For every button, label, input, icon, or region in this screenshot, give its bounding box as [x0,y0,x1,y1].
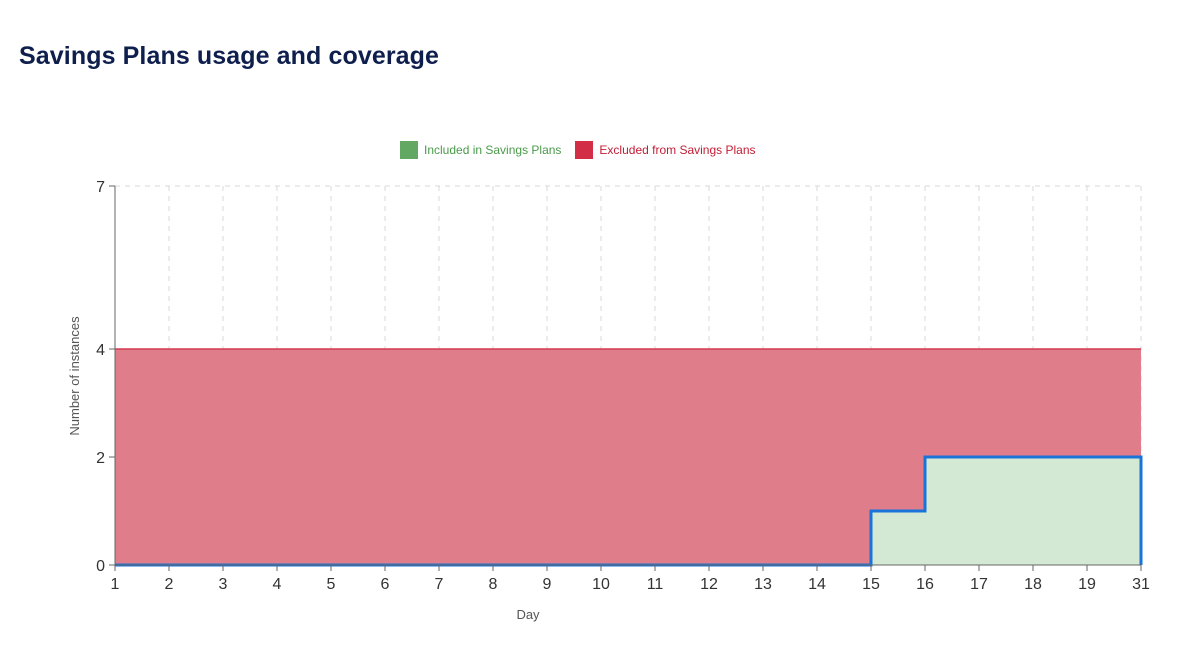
legend-item-excluded[interactable]: Excluded from Savings Plans [575,141,756,159]
x-tick-label: 1 [111,576,120,593]
y-tick-label: 7 [96,179,105,196]
x-tick-label: 9 [543,576,552,593]
x-tick-label: 17 [970,576,988,593]
legend-item-included[interactable]: Included in Savings Plans [400,141,561,159]
y-tick-label: 4 [96,342,105,359]
page-title: Savings Plans usage and coverage [19,42,440,70]
y-tick-label: 0 [96,558,105,575]
x-axis-title: Day [516,607,540,622]
x-tick-label: 19 [1078,576,1096,593]
x-tick-label: 15 [862,576,880,593]
x-tick-label: 31 [1132,576,1150,593]
x-tick-label: 13 [754,576,772,593]
x-tick-label: 2 [165,576,174,593]
x-tick-label: 10 [592,576,610,593]
x-tick-label: 8 [489,576,498,593]
legend-label-excluded: Excluded from Savings Plans [599,143,756,157]
y-axis-title: Number of instances [67,316,82,436]
included-area [115,457,1141,565]
chart-legend: Included in Savings Plans Excluded from … [400,141,770,159]
legend-swatch-excluded [575,141,594,159]
x-tick-label: 11 [647,576,664,593]
x-tick-label: 7 [435,576,444,593]
x-tick-label: 4 [273,576,282,593]
x-tick-label: 12 [700,576,718,593]
x-tick-label: 16 [916,576,934,593]
y-tick-label: 2 [96,450,105,467]
x-tick-label: 3 [219,576,228,593]
legend-label-included: Included in Savings Plans [424,143,562,157]
x-tick-label: 5 [327,576,336,593]
x-tick-label: 18 [1024,576,1042,593]
x-tick-label: 6 [381,576,390,593]
x-tick-label: 14 [808,576,826,593]
legend-swatch-included [400,141,418,159]
